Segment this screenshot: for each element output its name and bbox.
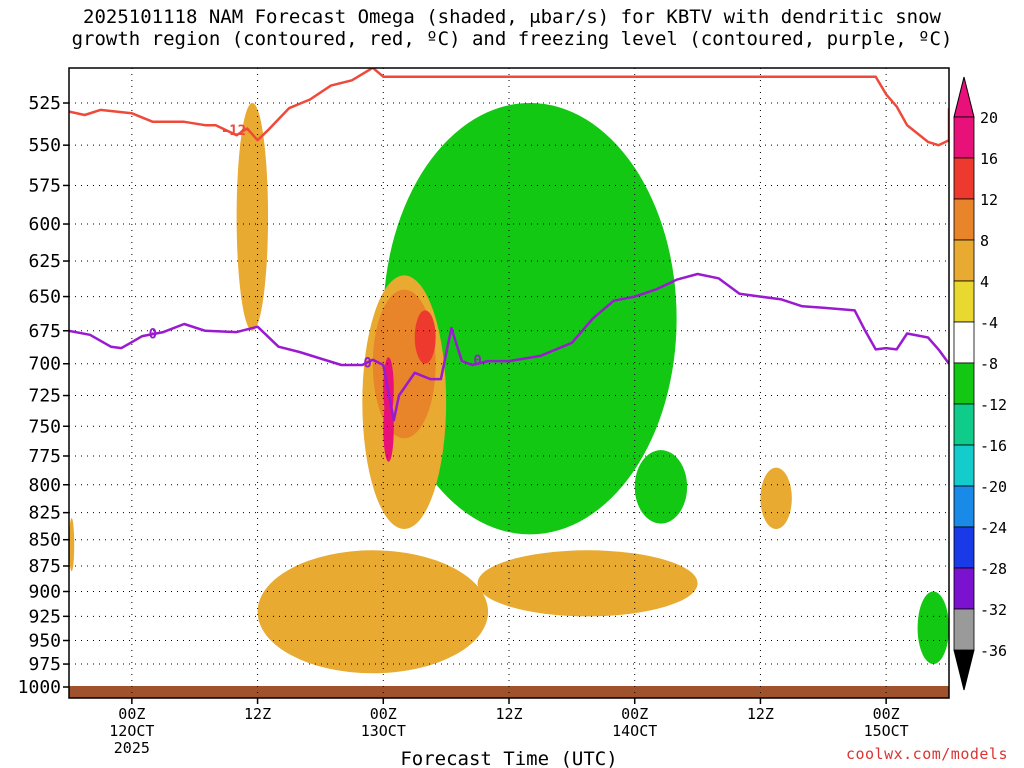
y-tick-label-600: 600: [28, 214, 61, 235]
colorbar-swatch-12: [953, 608, 975, 651]
colorbar-swatch-1: [953, 157, 975, 200]
x-tick-label-1: 12Z: [244, 705, 271, 723]
y-tick-label-900: 900: [28, 582, 61, 603]
y-tick-label-950: 950: [28, 631, 61, 652]
omega-region-4: [477, 550, 698, 617]
omega-region-12: [69, 518, 75, 572]
colorbar-swatch-6: [953, 362, 975, 405]
colorbar-label-11: -28: [980, 560, 1007, 578]
contour-label-zero-2: 0: [473, 353, 481, 369]
colorbar-label-10: -24: [980, 519, 1007, 537]
contour-label-minus12: -12: [221, 123, 246, 139]
colorbar-swatch-4: [953, 280, 975, 323]
x-tick-label-2: 00Z: [370, 705, 397, 723]
y-tick-label-525: 525: [28, 93, 61, 114]
colorbar-swatch-3: [953, 239, 975, 282]
y-tick-label-775: 775: [28, 446, 61, 467]
y-tick-label-825: 825: [28, 503, 61, 524]
colorbar-swatch-9: [953, 485, 975, 528]
omega-region-11: [760, 467, 792, 529]
x-tick-date-6: 15OCT: [864, 722, 909, 740]
title-line-1: 2025101118 NAM Forecast Omega (shaded, μ…: [83, 6, 941, 28]
y-tick-label-975: 975: [28, 654, 61, 675]
title-line-2: growth region (contoured, red, ºC) and f…: [71, 28, 953, 50]
contour-1: [69, 272, 949, 422]
colorbar-swatch-10: [953, 526, 975, 569]
colorbar-swatch-0: [953, 116, 975, 159]
contour-label-zero-0: 0: [149, 326, 157, 342]
colorbar-swatch-11: [953, 567, 975, 610]
contour-lines: -12 0 0 0: [69, 68, 949, 422]
colorbar-label-5: -4: [980, 314, 998, 332]
x-tick-year-0: 2025: [114, 739, 150, 757]
colorbar-top-arrow: [953, 76, 975, 118]
x-tick-label-0: 00Z: [118, 705, 145, 723]
colorbar: 20 16 12 8 4 -4 -8 -12 -16 -20 -24 -28 -32 -36: [953, 76, 1007, 691]
omega-region-3: [257, 550, 489, 674]
x-tick-date-4: 14OCT: [612, 722, 657, 740]
y-tick-label-575: 575: [28, 175, 61, 196]
y-tick-label-850: 850: [28, 530, 61, 551]
colorbar-label-7: -12: [980, 396, 1007, 414]
colorbar-label-0: 20: [980, 109, 998, 127]
colorbar-label-8: -16: [980, 437, 1007, 455]
colorbar-bottom-arrow: [953, 649, 975, 691]
colorbar-label-4: 4: [980, 273, 989, 291]
colorbar-label-2: 12: [980, 191, 998, 209]
omega-region-10: [917, 591, 949, 665]
omega-region-1: [236, 103, 269, 331]
contour-0: [69, 68, 949, 147]
colorbar-swatch-5: [953, 321, 975, 364]
colorbar-label-13: -36: [980, 642, 1007, 660]
y-tick-label-650: 650: [28, 287, 61, 308]
omega-region-6: [414, 310, 436, 364]
chart-title: 2025101118 NAM Forecast Omega (shaded, μ…: [0, 6, 1024, 50]
x-tick-date-0: 12OCT: [109, 722, 154, 740]
colorbar-label-6: -8: [980, 355, 998, 373]
x-tick-label-5: 12Z: [747, 705, 774, 723]
x-tick-label-4: 00Z: [621, 705, 648, 723]
y-tick-label-700: 700: [28, 354, 61, 375]
y-tick-label-625: 625: [28, 251, 61, 272]
watermark: coolwx.com/models: [845, 745, 1008, 763]
colorbar-label-12: -32: [980, 601, 1007, 619]
y-tick-label-750: 750: [28, 416, 61, 437]
colorbar-swatch-8: [953, 444, 975, 487]
colorbar-swatch-2: [953, 198, 975, 241]
y-axis: 525 550 575 600 625 650 675 700 725 750 775 800 825 8…: [18, 93, 69, 698]
y-tick-label-875: 875: [28, 556, 61, 577]
colorbar-label-1: 16: [980, 150, 998, 168]
y-tick-label-925: 925: [28, 606, 61, 627]
colorbar-label-3: 8: [980, 232, 989, 250]
x-tick-label-3: 12Z: [495, 705, 522, 723]
contour-label-zero-1: 0: [363, 355, 371, 371]
y-tick-label-1000: 1000: [18, 677, 61, 698]
x-tick-date-2: 13OCT: [361, 722, 406, 740]
y-tick-label-725: 725: [28, 386, 61, 407]
y-tick-label-550: 550: [28, 135, 61, 156]
colorbar-label-9: -20: [980, 478, 1007, 496]
y-tick-label-800: 800: [28, 475, 61, 496]
x-tick-label-6: 00Z: [873, 705, 900, 723]
colorbar-swatch-7: [953, 403, 975, 446]
x-axis-label: Forecast Time (UTC): [400, 748, 617, 768]
y-tick-label-675: 675: [28, 321, 61, 342]
omega-region-9: [634, 450, 688, 524]
